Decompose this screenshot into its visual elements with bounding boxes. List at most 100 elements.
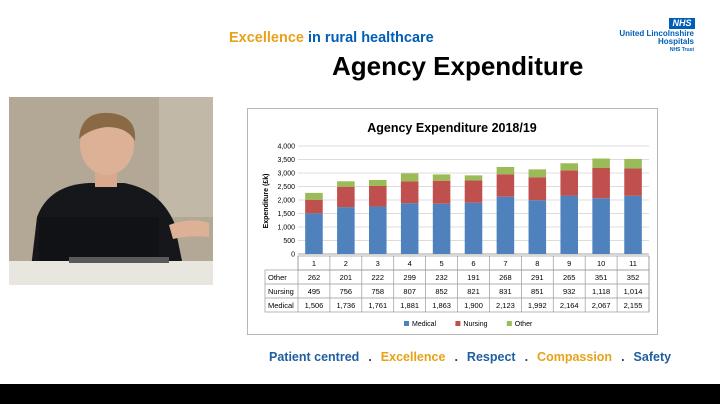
data-label: 222 (372, 273, 385, 282)
separator: . (454, 350, 458, 364)
y-tick-label: 500 (283, 238, 295, 245)
bar-medical (368, 206, 387, 254)
bar-other (305, 192, 323, 200)
data-label: 191 (467, 273, 480, 282)
nhs-logo: NHS (669, 18, 695, 29)
bar-other (432, 174, 451, 181)
data-label: 821 (467, 287, 480, 296)
x-tick-label: 7 (503, 259, 507, 268)
data-label: 1,761 (368, 301, 387, 310)
x-tick-label: 2 (344, 259, 348, 268)
separator: . (368, 350, 372, 364)
bar-medical (560, 195, 579, 254)
x-tick-label: 1 (312, 259, 316, 268)
bar-medical (432, 203, 451, 254)
y-tick-label: 1,500 (277, 211, 295, 218)
chart-canvas: Agency Expenditure 2018/19 Expenditure (… (263, 121, 650, 328)
value-respect: Respect (466, 350, 516, 364)
bar-nursing (464, 180, 483, 203)
bar-nursing (560, 170, 579, 196)
slide-title: Agency Expenditure (332, 51, 584, 81)
bar-other (496, 167, 515, 175)
data-label: 299 (403, 273, 416, 282)
data-label: 2,164 (560, 301, 579, 310)
bar-other (528, 169, 547, 178)
data-label: 831 (499, 287, 512, 296)
separator: . (524, 350, 529, 364)
tagline: Excellence in rural healthcare (229, 30, 434, 46)
value-compassion: Compassion (537, 350, 613, 364)
value-patient-centred: Patient centred (269, 350, 360, 364)
tagline-rest: in rural healthcare (308, 30, 434, 46)
data-label: 2,155 (624, 301, 643, 310)
legend-label: Other (515, 321, 533, 328)
y-tick-label: 4,000 (277, 144, 295, 151)
speaker-illustration (9, 97, 213, 285)
legend-swatch-medical (404, 321, 409, 326)
data-label: 268 (499, 273, 512, 282)
data-label: 2,123 (496, 301, 515, 310)
data-label: 201 (340, 273, 353, 282)
data-label: 758 (372, 287, 385, 296)
y-tick-label: 2,500 (277, 184, 295, 191)
bar-nursing (400, 181, 419, 204)
bar-medical (400, 203, 419, 254)
chart-title: Agency Expenditure 2018/19 (367, 121, 537, 135)
y-tick-label: 3,500 (277, 157, 295, 164)
y-tick-label: 0 (291, 252, 295, 259)
y-axis-label: Expenditure (£k) (263, 174, 270, 229)
data-label: 2,067 (592, 301, 611, 310)
bar-nursing (624, 168, 642, 196)
bar-medical (496, 196, 515, 254)
trust-name-line1: United Lincolnshire (619, 29, 694, 38)
x-tick-label: 10 (597, 259, 605, 268)
chart-panel: Agency Expenditure 2018/19 Expenditure (… (247, 108, 658, 335)
bar-medical (624, 195, 642, 254)
bar-nursing (337, 186, 355, 208)
table-row-label: Medical (268, 301, 294, 310)
value-safety: Safety (633, 350, 672, 364)
data-label: 1,118 (592, 287, 610, 296)
legend-swatch-other (506, 321, 512, 326)
data-label: 1,900 (464, 301, 483, 310)
bar-other (368, 179, 387, 186)
x-tick-label: 3 (376, 259, 380, 268)
bar-nursing (528, 177, 547, 201)
table-row-label: Nursing (268, 287, 294, 296)
data-label: 1,863 (432, 301, 451, 310)
video-bottom-bar (0, 384, 720, 404)
x-tick-label: 5 (440, 259, 444, 268)
bar-other (560, 163, 579, 171)
data-label: 262 (308, 273, 321, 282)
y-tick-label: 3,000 (277, 171, 295, 178)
bar-nursing (432, 180, 451, 204)
speaker-video (9, 97, 213, 285)
bar-nursing (592, 168, 610, 199)
bar-nursing (368, 185, 387, 207)
values-footer: Patient centred. Excellence. Respect. Compa… (269, 350, 671, 364)
x-tick-label: 6 (471, 259, 475, 268)
data-label: 232 (435, 273, 448, 282)
data-label: 932 (563, 287, 576, 296)
data-label: 1,014 (624, 287, 643, 296)
trust-name-line2: Hospitals (657, 37, 694, 46)
bar-medical (464, 202, 483, 254)
bar-other (464, 175, 483, 181)
y-tick-label: 2,000 (277, 198, 295, 205)
x-tick-label: 8 (535, 259, 539, 268)
legend-swatch-nursing (455, 321, 461, 326)
data-label: 807 (403, 287, 416, 296)
data-label: 1,736 (336, 301, 355, 310)
data-label: 852 (435, 287, 448, 296)
data-label: 265 (563, 273, 576, 282)
bar-nursing (305, 199, 323, 214)
data-label: 1,506 (305, 301, 324, 310)
data-label: 351 (595, 273, 608, 282)
data-label: 352 (627, 273, 640, 282)
legend-label: Nursing (463, 321, 487, 328)
x-tick-label: 9 (567, 259, 571, 268)
data-label: 495 (308, 287, 321, 296)
bar-medical (337, 207, 355, 254)
data-label: 1,992 (528, 301, 547, 310)
legend-label: Medical (412, 321, 437, 328)
